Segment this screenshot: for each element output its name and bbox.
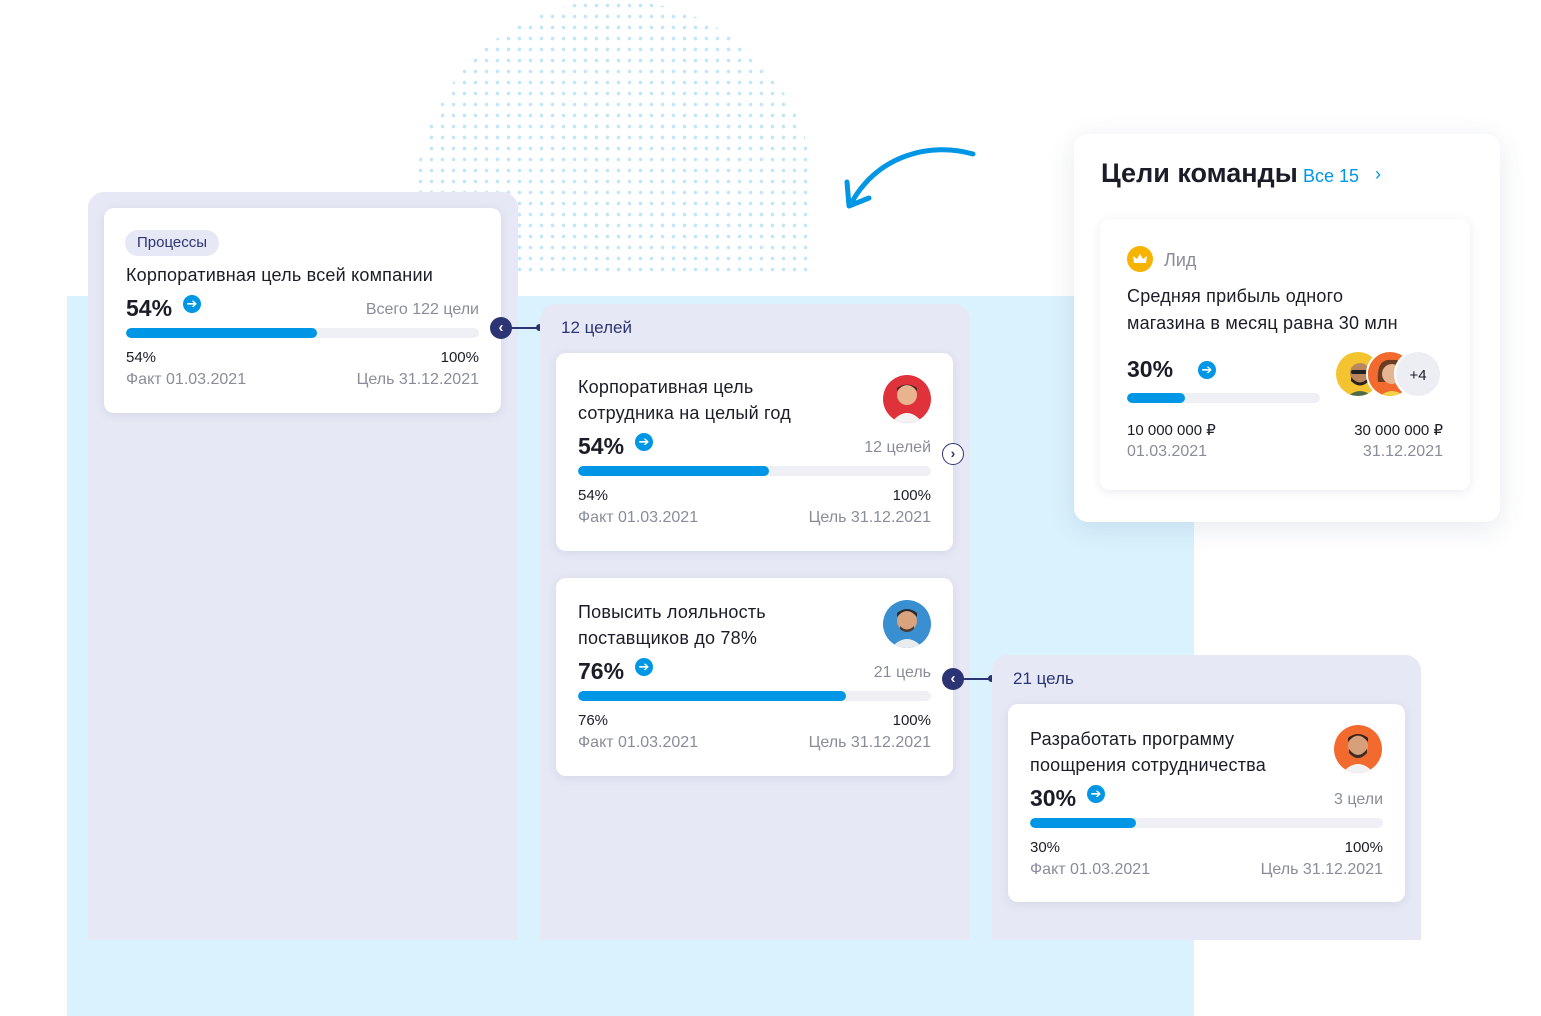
goal-percent: 54% bbox=[126, 295, 173, 321]
target-date: Цель 31.12.2021 bbox=[1260, 861, 1383, 878]
target-date: 31.12.2021 bbox=[1362, 443, 1443, 460]
arrow-right-icon[interactable]: ➔ bbox=[1198, 361, 1216, 379]
fact-date: Факт 01.03.2021 bbox=[126, 371, 247, 388]
goal-title-line2: поощрения сотрудничества bbox=[1030, 755, 1266, 775]
goal-count: 21 цель bbox=[873, 664, 931, 681]
target-value: 100% bbox=[440, 349, 479, 366]
panel-title: Цели команды bbox=[1101, 158, 1298, 188]
goal-title: Корпоративная цель всей компании bbox=[126, 265, 433, 285]
progress-bar bbox=[578, 691, 931, 701]
goal-card[interactable]: Корпоративная цель сотрудника на целый г… bbox=[556, 353, 953, 551]
goal-percent: 54% bbox=[578, 433, 625, 459]
column-count-label: 12 целей bbox=[561, 318, 632, 337]
target-value: 100% bbox=[892, 487, 931, 504]
progress-bar bbox=[578, 466, 931, 476]
connector-line bbox=[502, 327, 540, 329]
target-date: Цель 31.12.2021 bbox=[356, 371, 479, 388]
all-goals-link[interactable]: Все 15 bbox=[1303, 166, 1360, 186]
curved-arrow-icon bbox=[844, 147, 976, 209]
fact-date: Факт 01.03.2021 bbox=[578, 509, 699, 526]
goal-card[interactable]: Разработать программу поощрения сотрудни… bbox=[1008, 704, 1405, 902]
arrow-right-icon[interactable]: ➔ bbox=[635, 658, 653, 676]
avatar bbox=[883, 600, 931, 648]
role-label: Лид bbox=[1164, 250, 1197, 270]
connector-dot bbox=[536, 324, 543, 331]
more-members-badge[interactable]: +4 bbox=[1394, 350, 1442, 398]
collapse-children-button[interactable]: ‹ bbox=[490, 317, 512, 339]
goal-title-line2: магазина в месяц равна 30 млн bbox=[1127, 313, 1398, 333]
team-goals-panel: Цели команды Все 15 › Лид Средняя прибыл… bbox=[1074, 134, 1500, 522]
goal-title-line2: сотрудника на целый год bbox=[578, 403, 791, 423]
fact-value: 54% bbox=[578, 487, 609, 504]
process-goal-card[interactable]: Процессы Корпоративная цель всей компани… bbox=[104, 208, 501, 413]
goal-title-line1: Средняя прибыль одного bbox=[1127, 286, 1344, 306]
collapse-children-button[interactable]: ‹ bbox=[942, 668, 964, 690]
fact-date: Факт 01.03.2021 bbox=[1030, 861, 1151, 878]
fact-value: 30% bbox=[1030, 839, 1061, 856]
column-count-label: 21 цель bbox=[1013, 669, 1074, 688]
team-goal-card[interactable]: Лид Средняя прибыль одного магазина в ме… bbox=[1100, 219, 1470, 490]
goal-count: 12 целей bbox=[864, 439, 931, 456]
progress-bar bbox=[126, 328, 479, 338]
goal-total: Всего 122 цели bbox=[365, 301, 479, 318]
target-date: Цель 31.12.2021 bbox=[808, 509, 931, 526]
goal-title-line1: Повысить лояльность bbox=[578, 602, 766, 622]
arrow-right-icon[interactable]: ➔ bbox=[1087, 785, 1105, 803]
goal-percent: 76% bbox=[578, 658, 625, 684]
avatar bbox=[1334, 725, 1382, 773]
arrow-right-icon[interactable]: ➔ bbox=[183, 295, 201, 313]
crown-icon bbox=[1127, 246, 1153, 272]
goal-title-line1: Разработать программу bbox=[1030, 729, 1235, 749]
fact-value: 10 000 000 ₽ bbox=[1127, 422, 1216, 439]
fact-date: Факт 01.03.2021 bbox=[578, 734, 699, 751]
target-value: 100% bbox=[892, 712, 931, 729]
avatar bbox=[883, 375, 931, 423]
target-value: 30 000 000 ₽ bbox=[1354, 422, 1443, 439]
fact-date: 01.03.2021 bbox=[1127, 443, 1208, 460]
target-value: 100% bbox=[1344, 839, 1383, 856]
target-date: Цель 31.12.2021 bbox=[808, 734, 931, 751]
progress-bar bbox=[1127, 393, 1320, 403]
chevron-right-icon[interactable]: › bbox=[1375, 164, 1381, 184]
arrow-right-icon[interactable]: ➔ bbox=[635, 433, 653, 451]
goal-percent: 30% bbox=[1127, 356, 1174, 382]
fact-value: 76% bbox=[578, 712, 609, 729]
goal-card[interactable]: Повысить лояльность поставщиков до 78% 7… bbox=[556, 578, 953, 776]
goal-count: 3 цели bbox=[1334, 791, 1383, 808]
goal-percent: 30% bbox=[1030, 785, 1077, 811]
progress-bar bbox=[1030, 818, 1383, 828]
connector-dot bbox=[988, 675, 995, 682]
fact-value: 54% bbox=[126, 349, 157, 366]
process-tag: Процессы bbox=[125, 230, 220, 256]
goal-title-line1: Корпоративная цель bbox=[578, 377, 754, 397]
goal-title-line2: поставщиков до 78% bbox=[578, 628, 758, 648]
expand-children-button[interactable]: › bbox=[942, 443, 964, 465]
connector-line bbox=[954, 678, 992, 680]
